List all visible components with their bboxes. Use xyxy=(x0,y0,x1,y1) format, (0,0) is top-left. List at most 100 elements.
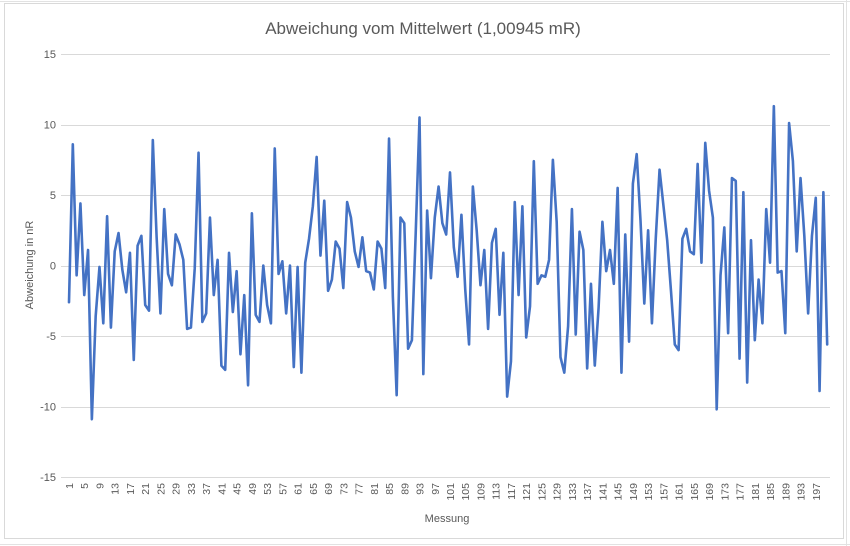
data-point xyxy=(476,229,478,231)
data-point xyxy=(624,234,626,235)
data-point xyxy=(693,253,695,255)
data-point xyxy=(655,238,657,240)
x-tick-label: 125 xyxy=(536,483,548,501)
data-point xyxy=(320,255,321,257)
data-point xyxy=(685,228,687,230)
data-point xyxy=(72,143,74,145)
x-tick-label: 109 xyxy=(475,483,487,501)
x-tick-label: 5 xyxy=(79,483,91,489)
data-point xyxy=(422,373,424,375)
data-point xyxy=(769,262,771,264)
x-tick-label: 77 xyxy=(354,483,366,495)
x-tick-label: 97 xyxy=(430,483,442,495)
data-point xyxy=(502,252,504,254)
data-point xyxy=(129,252,131,254)
data-point xyxy=(171,284,173,286)
data-point xyxy=(651,322,653,324)
data-point xyxy=(826,344,828,345)
data-point xyxy=(396,394,398,396)
data-point xyxy=(114,251,116,252)
x-tick-label: 29 xyxy=(171,483,183,495)
data-point xyxy=(342,287,344,289)
x-tick-label: 121 xyxy=(521,483,533,501)
data-point xyxy=(781,270,782,272)
x-tick-label: 117 xyxy=(506,483,518,500)
x-tick-label: 49 xyxy=(247,483,259,495)
data-point xyxy=(708,190,710,192)
x-tick-label: 21 xyxy=(140,483,152,495)
x-tick-label: 9 xyxy=(94,483,106,489)
y-axis-tick-labels: 15 10 5 0 -5 -10 -15 xyxy=(40,49,56,484)
data-point xyxy=(182,259,184,261)
data-point xyxy=(495,228,497,230)
data-point xyxy=(590,283,592,285)
y-tick-label: 0 xyxy=(50,261,56,273)
data-point xyxy=(811,235,813,237)
data-point xyxy=(720,274,721,276)
data-point xyxy=(449,172,451,173)
data-point xyxy=(605,270,607,272)
data-point xyxy=(331,279,333,280)
data-point xyxy=(243,294,245,296)
data-point xyxy=(544,276,546,278)
data-point xyxy=(133,359,135,361)
x-tick-label: 61 xyxy=(293,483,305,495)
data-point xyxy=(186,328,188,330)
data-point xyxy=(468,344,470,345)
x-tick-label: 69 xyxy=(323,483,335,495)
x-tick-label: 129 xyxy=(552,483,564,501)
data-point xyxy=(350,217,352,218)
data-point xyxy=(701,262,702,264)
x-tick-label: 17 xyxy=(125,483,137,495)
data-point xyxy=(358,266,359,268)
data-point xyxy=(205,313,207,314)
data-point xyxy=(754,339,756,341)
data-point xyxy=(567,325,569,327)
data-point xyxy=(533,160,535,162)
data-point xyxy=(80,203,81,204)
gridlines xyxy=(61,54,830,478)
data-point xyxy=(304,262,306,264)
x-axis-title: Messung xyxy=(425,513,470,525)
data-point xyxy=(415,232,417,234)
data-point xyxy=(217,259,218,261)
data-point xyxy=(289,265,291,266)
x-tick-label: 1 xyxy=(64,483,76,489)
data-point xyxy=(712,217,714,218)
x-tick-label: 169 xyxy=(704,483,716,501)
data-point xyxy=(640,219,641,221)
data-point xyxy=(209,217,211,218)
y-tick-label: -10 xyxy=(40,402,56,414)
data-point xyxy=(236,270,238,272)
x-tick-label: 105 xyxy=(460,483,472,501)
data-point xyxy=(800,177,801,179)
data-point xyxy=(773,105,775,107)
data-point xyxy=(426,210,428,211)
data-point xyxy=(125,291,127,293)
data-point xyxy=(137,245,138,247)
x-tick-label: 149 xyxy=(628,483,640,501)
chart-title: Abweichung vom Mittelwert (1,00945 mR) xyxy=(265,19,581,38)
data-point xyxy=(297,266,298,268)
data-point xyxy=(594,365,596,367)
data-point xyxy=(403,222,405,224)
data-point xyxy=(259,321,260,323)
data-point xyxy=(163,208,165,210)
data-point xyxy=(148,310,150,312)
data-point xyxy=(514,201,516,203)
data-point xyxy=(750,239,752,241)
data-point xyxy=(152,139,154,141)
data-point xyxy=(758,279,760,280)
data-point xyxy=(499,314,500,316)
data-point xyxy=(682,238,683,240)
data-point xyxy=(739,358,740,359)
x-tick-label: 185 xyxy=(765,483,777,501)
data-point xyxy=(278,273,279,275)
data-point xyxy=(586,368,588,369)
data-point xyxy=(662,204,664,206)
data-point xyxy=(822,191,824,193)
data-point xyxy=(521,205,523,207)
data-point xyxy=(674,344,676,345)
data-point xyxy=(156,236,158,238)
data-point xyxy=(552,159,554,161)
